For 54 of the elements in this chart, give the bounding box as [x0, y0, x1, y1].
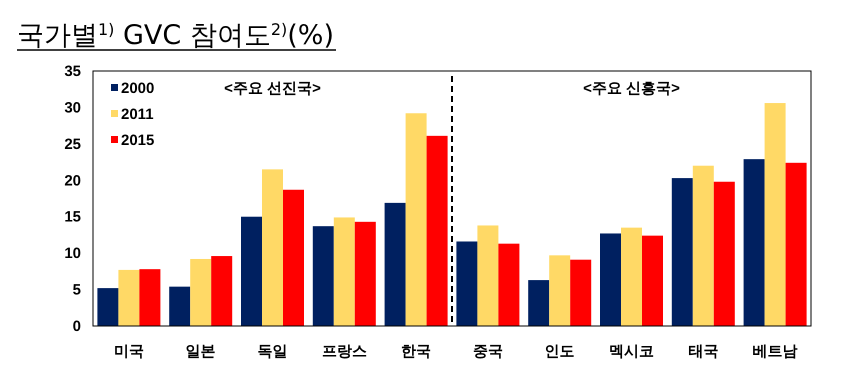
x-tick-label: 한국: [401, 343, 432, 360]
bar: [600, 233, 621, 326]
bar: [139, 269, 160, 326]
x-tick-label: 독일: [258, 343, 288, 360]
y-tick-label: 25: [64, 136, 81, 153]
bar: [642, 236, 663, 326]
bar: [621, 228, 642, 326]
bar: [354, 222, 376, 326]
bar: [456, 241, 478, 326]
bar: [312, 226, 334, 326]
bar: [570, 260, 592, 326]
x-tick-label: 인도: [544, 343, 575, 360]
bar: [97, 288, 118, 326]
y-tick-label: 15: [64, 208, 81, 226]
y-tick-label: 0: [72, 318, 81, 335]
bar: [190, 258, 212, 326]
bar: [672, 178, 693, 326]
bar: [528, 280, 550, 326]
x-tick-label: 미국: [114, 343, 144, 360]
bar: [786, 162, 807, 326]
bar: [498, 244, 520, 326]
chart-title: 국가별$^{1)}$ GVC 참여도$^{2)}$(%): [17, 20, 334, 51]
bar: [384, 202, 406, 326]
bar: [764, 103, 786, 326]
bar: [549, 255, 570, 326]
y-tick-label: 35: [64, 63, 81, 80]
legend-label: 2015: [121, 132, 154, 149]
y-tick-label: 20: [64, 172, 81, 190]
bar: [744, 159, 765, 326]
annotation: <주요 선진국>: [224, 80, 322, 97]
annotation: <주요 신흥국>: [583, 80, 680, 97]
legend-label: 2000: [121, 80, 154, 97]
bar: [283, 190, 304, 326]
x-tick-label: 일본: [186, 343, 216, 360]
bar: [262, 169, 283, 326]
x-tick-label: 베트남: [752, 343, 798, 360]
bar: [406, 113, 427, 326]
bar: [169, 286, 190, 326]
bar: [714, 182, 735, 326]
bar: [426, 136, 448, 326]
y-tick-label: 10: [64, 245, 81, 262]
x-tick-label: 멕시코: [609, 343, 654, 360]
x-tick-label: 태국: [688, 343, 718, 360]
bar: [334, 217, 355, 326]
bar: [241, 216, 262, 326]
x-tick-label: 중국: [472, 343, 503, 360]
bar: [477, 225, 498, 326]
bar: [118, 270, 140, 326]
bar: [692, 166, 714, 326]
y-tick-label: 5: [72, 282, 81, 299]
legend-label: 2011: [121, 106, 154, 123]
x-tick-label: 프랑스: [322, 343, 367, 360]
bar: [211, 256, 232, 326]
y-tick-label: 30: [64, 99, 81, 116]
